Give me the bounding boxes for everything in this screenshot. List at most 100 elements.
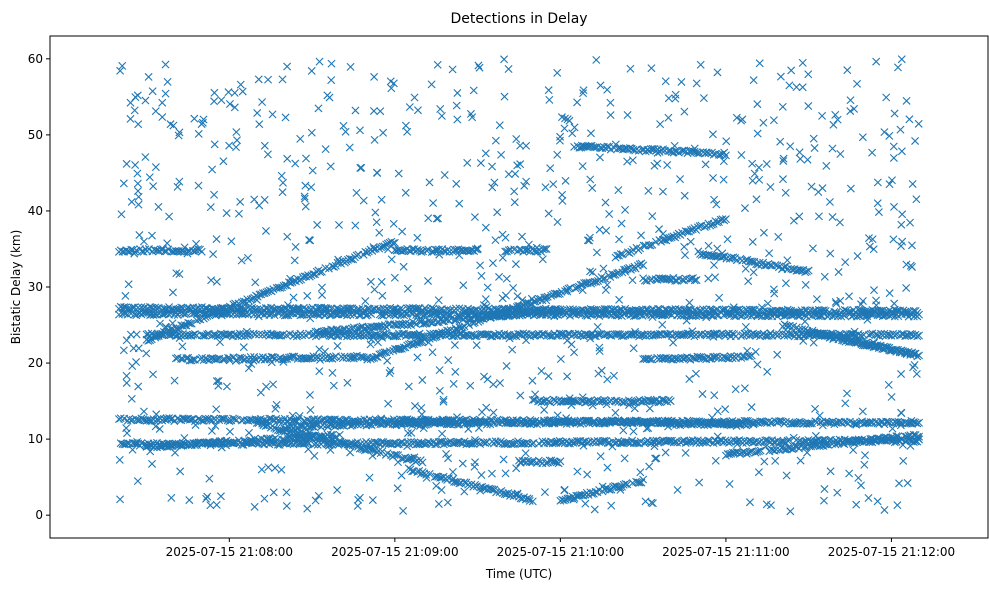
data-point bbox=[699, 438, 708, 447]
data-point bbox=[280, 311, 289, 320]
data-point bbox=[390, 450, 399, 459]
data-point bbox=[572, 437, 581, 445]
data-point bbox=[915, 418, 924, 427]
data-point bbox=[223, 416, 232, 425]
data-point bbox=[149, 310, 158, 319]
data-point bbox=[180, 310, 189, 319]
data-point bbox=[563, 494, 572, 503]
data-point bbox=[507, 440, 516, 449]
data-point bbox=[261, 308, 270, 317]
data-point bbox=[527, 439, 536, 448]
data-point bbox=[427, 309, 436, 318]
data-point bbox=[733, 436, 742, 445]
data-point bbox=[794, 312, 803, 321]
data-point bbox=[381, 308, 390, 317]
data-point bbox=[721, 215, 730, 224]
data-point bbox=[268, 306, 277, 315]
y-tick-label: 20 bbox=[28, 356, 43, 370]
data-point bbox=[419, 319, 428, 328]
data-point bbox=[375, 322, 384, 331]
data-point bbox=[785, 435, 794, 444]
data-point bbox=[355, 311, 364, 320]
data-point bbox=[616, 483, 625, 492]
data-point bbox=[644, 241, 653, 250]
data-point bbox=[669, 438, 678, 447]
data-point bbox=[687, 147, 696, 156]
y-tick-label: 40 bbox=[28, 204, 43, 218]
data-point bbox=[814, 312, 823, 321]
x-tick-label: 2025-07-15 21:08:00 bbox=[166, 545, 293, 559]
data-point bbox=[526, 300, 535, 309]
data-point bbox=[180, 321, 189, 330]
data-point bbox=[185, 319, 194, 328]
data-point bbox=[522, 438, 531, 447]
data-point bbox=[378, 242, 387, 251]
data-point bbox=[130, 310, 139, 319]
data-point bbox=[700, 149, 709, 158]
y-tick-label: 10 bbox=[28, 432, 43, 446]
data-point bbox=[367, 309, 376, 318]
data-point bbox=[273, 308, 282, 317]
data-point bbox=[238, 298, 247, 307]
data-point bbox=[712, 310, 721, 319]
data-point bbox=[794, 418, 803, 427]
data-point bbox=[673, 438, 682, 447]
data-point bbox=[558, 495, 567, 504]
data-point bbox=[460, 478, 469, 487]
data-point bbox=[631, 438, 640, 447]
data-point bbox=[775, 309, 784, 318]
data-point bbox=[721, 151, 730, 160]
data-point bbox=[804, 419, 813, 428]
data-point bbox=[866, 309, 875, 318]
data-point bbox=[589, 143, 598, 152]
data-point bbox=[426, 318, 435, 327]
data-point bbox=[639, 475, 648, 484]
data-point bbox=[528, 497, 537, 506]
data-point bbox=[412, 320, 421, 329]
data-point bbox=[479, 438, 488, 447]
x-tick-label: 2025-07-15 21:10:00 bbox=[497, 545, 624, 559]
data-point bbox=[775, 417, 784, 426]
data-point bbox=[212, 308, 221, 317]
data-point bbox=[721, 309, 730, 318]
data-point bbox=[296, 311, 305, 320]
data-point bbox=[464, 480, 473, 489]
x-tick-label: 2025-07-15 21:11:00 bbox=[662, 545, 789, 559]
data-point bbox=[646, 145, 655, 154]
data-point bbox=[433, 318, 442, 327]
data-point bbox=[371, 352, 380, 361]
data-point bbox=[598, 437, 607, 446]
data-point bbox=[182, 309, 191, 318]
data-point bbox=[178, 309, 187, 318]
data-point bbox=[623, 480, 632, 489]
data-point bbox=[201, 414, 210, 423]
data-point bbox=[639, 261, 648, 270]
data-point bbox=[270, 423, 279, 432]
data-point bbox=[348, 441, 357, 450]
data-point bbox=[396, 320, 405, 329]
y-tick-label: 60 bbox=[28, 52, 43, 66]
data-point bbox=[425, 469, 434, 478]
data-point bbox=[795, 417, 804, 426]
data-point bbox=[249, 310, 258, 319]
data-point bbox=[511, 490, 520, 499]
data-point bbox=[274, 283, 283, 292]
data-point bbox=[392, 450, 401, 459]
data-point bbox=[500, 440, 509, 449]
data-point bbox=[692, 148, 701, 157]
data-point bbox=[146, 336, 155, 345]
data-point bbox=[415, 317, 424, 326]
data-point bbox=[554, 290, 563, 299]
data-point bbox=[389, 239, 398, 248]
x-axis-title: Time (UTC) bbox=[485, 567, 552, 581]
data-point bbox=[840, 311, 849, 320]
data-point bbox=[179, 321, 188, 330]
data-point bbox=[451, 304, 460, 313]
data-point bbox=[525, 494, 534, 503]
data-point bbox=[599, 274, 608, 283]
data-point bbox=[172, 324, 181, 333]
data-point bbox=[761, 312, 770, 321]
data-point bbox=[370, 438, 379, 447]
data-point bbox=[756, 437, 765, 446]
